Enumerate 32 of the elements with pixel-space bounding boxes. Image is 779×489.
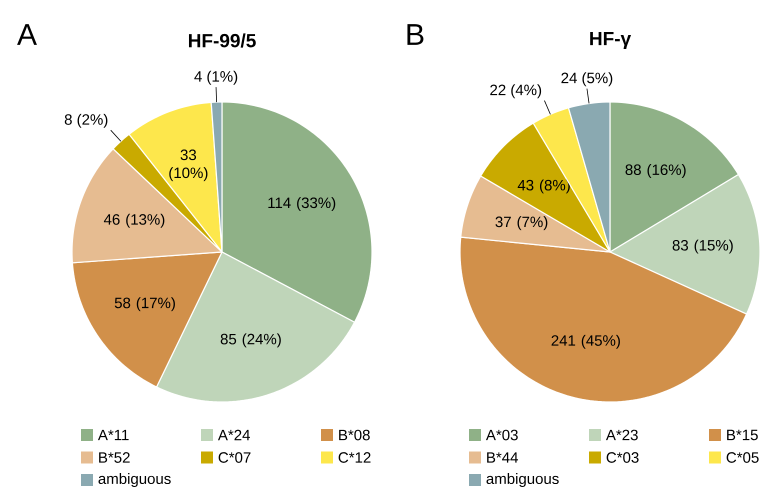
data-label: 114 (33%) [268, 197, 336, 212]
data-label: 58 (17%) [114, 297, 175, 312]
legend-label: A*11 [98, 430, 129, 440]
legend-label: A*23 [606, 430, 638, 440]
chart-title: HF-γ [590, 32, 632, 49]
legend-label: A*03 [486, 430, 518, 440]
legend-label: C*03 [606, 452, 639, 463]
legend-label: B*44 [487, 452, 518, 463]
data-label: 22 (4%) [490, 84, 542, 98]
data-label: 46 (13%) [104, 214, 164, 228]
data-label: 241 (45%) [552, 334, 620, 349]
text: B [407, 24, 424, 45]
data-label: 33 (10%) [169, 150, 208, 182]
data-label: 88 (16%) [626, 164, 686, 178]
legend-label: ambiguous [98, 473, 171, 487]
legend-label: C*07 [218, 452, 251, 463]
data-label: 37 (7%) [495, 216, 548, 230]
data-label: 43 (8%) [518, 179, 570, 194]
data-label: 8 (2%) [64, 114, 108, 128]
legend-label: B*52 [99, 452, 130, 463]
data-label: 83 (15%) [672, 240, 733, 254]
legend-label: ambiguous [486, 473, 559, 487]
text: A [17, 24, 37, 45]
legend-label: C*12 [338, 452, 371, 463]
chart-title: HF-99/5 [188, 33, 256, 48]
data-label: 4 (1%) [194, 70, 238, 85]
legend-label: B*15 [727, 430, 758, 440]
legend-label: B*08 [339, 430, 370, 440]
data-label: 85 (24%) [220, 333, 281, 348]
legend-label: A*24 [218, 430, 250, 440]
legend-label: C*05 [726, 452, 759, 463]
data-label: 24 (5%) [561, 72, 612, 86]
